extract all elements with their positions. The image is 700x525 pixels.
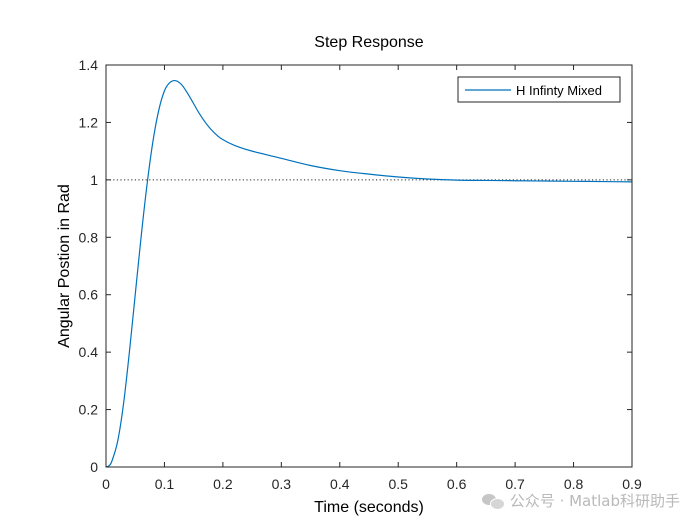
x-tick-label: 0.5: [388, 476, 408, 492]
watermark: 公众号 · Matlab科研助手: [481, 490, 680, 511]
x-tick-label: 0.2: [213, 476, 233, 492]
y-tick-label: 1: [90, 172, 98, 188]
y-tick-label: 0: [90, 459, 98, 475]
axis-ticks: 0 0.1 0.2 0.3 0.4 0.5 0.6 0.7 0.8 0.9 0 0.2 0.4 0.6 0.…: [79, 57, 642, 492]
x-tick-label: 0: [102, 476, 110, 492]
legend-label: H Infinty Mixed: [516, 83, 602, 98]
y-tick-label: 0.8: [79, 229, 99, 245]
x-tick-label: 0.6: [447, 476, 467, 492]
plot-box: [105, 64, 633, 468]
x-tick-label: 0.7: [505, 476, 525, 492]
x-tick-label: 0.1: [155, 476, 175, 492]
y-tick-label: 0.6: [79, 287, 99, 303]
x-tick-label: 0.8: [564, 476, 584, 492]
y-tick-label: 0.4: [79, 344, 99, 360]
x-tick-label: 0.4: [330, 476, 350, 492]
x-tick-label: 0.9: [622, 476, 642, 492]
series-group: [105, 79, 633, 468]
y-tick-label: 1.4: [79, 57, 99, 73]
x-axis-title: Time (seconds): [314, 499, 424, 516]
legend: H Infinty Mixed: [457, 76, 621, 103]
x-tick-label: 0.3: [272, 476, 292, 492]
y-tick-label: 1.2: [79, 114, 99, 130]
y-tick-label: 0.2: [79, 402, 99, 418]
wechat-icon: [481, 492, 505, 510]
series-line: [105, 79, 633, 468]
y-axis-title: Angular Postion in Rad: [56, 184, 73, 348]
watermark-text: 公众号 · Matlab科研助手: [509, 492, 680, 510]
chart-title: Step Response: [314, 34, 424, 51]
